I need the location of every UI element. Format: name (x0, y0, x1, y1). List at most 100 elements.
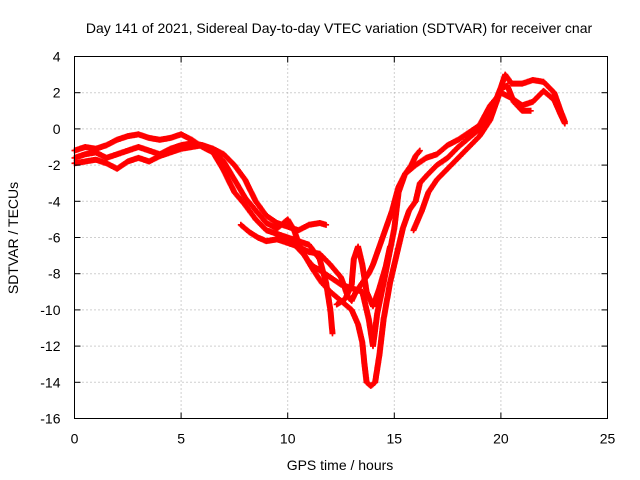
data-point (416, 147, 423, 154)
x-tick-label: 20 (493, 431, 509, 447)
data-point-run (380, 280, 393, 322)
y-tick-label: 2 (53, 85, 61, 101)
data-point-run (220, 167, 237, 195)
y-tick-label: -4 (48, 193, 61, 209)
data-layer (71, 71, 568, 389)
data-point-run (444, 144, 461, 161)
data-point-run (372, 353, 383, 386)
data-point-run (510, 98, 525, 113)
y-tick-label: -8 (48, 266, 61, 282)
data-point (323, 221, 330, 228)
data-point-run (376, 264, 389, 292)
y-tick-label: 0 (53, 121, 61, 137)
data-point-run (444, 137, 461, 149)
data-point-run (412, 155, 429, 169)
data-point-run (301, 252, 316, 273)
x-tick-label: 5 (177, 431, 185, 447)
data-point-run (465, 134, 482, 150)
data-point-run (540, 87, 557, 103)
data-point-run (103, 160, 120, 172)
data-point-run (433, 142, 450, 158)
series-track-4 (237, 147, 423, 304)
data-point-run (178, 131, 194, 143)
data-point-run (370, 311, 381, 350)
data-point-run (433, 155, 450, 169)
data-point-run (92, 149, 109, 161)
data-point-run (318, 279, 333, 294)
data-point (527, 107, 534, 114)
data-point-run (465, 126, 482, 141)
data-point-run (540, 78, 557, 95)
data-point-run (210, 145, 226, 157)
data-point-run (393, 226, 406, 259)
data-point-run (504, 82, 517, 104)
data-point-run (433, 166, 450, 183)
data-point-run (252, 198, 269, 218)
data-point-run (327, 274, 343, 287)
data-point-run (359, 288, 372, 321)
data-point-run (423, 162, 440, 179)
data-point-run (529, 88, 546, 105)
x-tick-label: 25 (600, 431, 616, 447)
data-point-run (444, 155, 461, 172)
data-point-run (355, 321, 366, 345)
data-point-run (103, 137, 120, 149)
data-point-run (455, 144, 472, 161)
data-point-run (327, 261, 344, 280)
data-point-run (382, 208, 395, 232)
data-point-run (316, 250, 333, 267)
data-point-run (295, 222, 311, 234)
data-point-run (242, 201, 258, 222)
x-tick-label: 10 (280, 431, 296, 447)
data-point-run (359, 261, 370, 294)
data-point-run (327, 288, 344, 304)
y-tick-label: -14 (40, 374, 60, 390)
y-tick-label: -2 (48, 157, 61, 173)
data-point-run (348, 306, 361, 327)
data-point-run (402, 163, 414, 178)
data-point-run (146, 153, 162, 165)
y-tick-label: -12 (40, 338, 60, 354)
data-point-run (502, 71, 514, 86)
data-point-run (327, 306, 336, 336)
data-point-run (252, 207, 269, 226)
y-axis-label: SDTVAR / TECUs (5, 182, 21, 294)
series-track-5 (293, 71, 568, 389)
series-track-6 (333, 243, 394, 310)
data-point (329, 330, 336, 337)
data-point-run (231, 189, 248, 207)
data-point-run (220, 151, 237, 168)
series-track-2 (71, 87, 568, 350)
x-tick-label: 15 (387, 431, 403, 447)
data-point-run (310, 267, 325, 285)
data-point-run (348, 257, 357, 288)
data-point-run (293, 243, 307, 258)
data-point-run (231, 176, 248, 200)
data-point-run (455, 135, 471, 150)
data-point-run (399, 208, 412, 232)
series-track-7 (410, 82, 534, 234)
data-point-run (476, 117, 493, 140)
y-tick-label: -6 (48, 230, 61, 246)
data-point-run (242, 194, 258, 213)
data-point-run (387, 253, 400, 286)
chart-title: Day 141 of 2021, Sidereal Day-to-day VTE… (86, 20, 593, 36)
data-point-run (410, 208, 425, 234)
data-point-run (376, 317, 387, 359)
axes-layer: 0 5 10 15 20 25 -16 -14 -12 -10 -8 -6 -4 -2 0 2 4 (40, 49, 615, 447)
y-tick-label: 4 (53, 49, 61, 65)
data-point-run (395, 172, 408, 190)
data-point-run (263, 212, 280, 226)
data-point (387, 243, 394, 250)
data-point-run (220, 158, 237, 182)
data-point-run (389, 184, 402, 214)
y-tick-label: -10 (40, 302, 60, 318)
series-track-3 (71, 142, 330, 234)
data-point-run (237, 221, 252, 235)
data-point-run (425, 177, 440, 196)
data-point-run (359, 339, 368, 367)
x-axis-label: GPS time / hours (287, 457, 394, 473)
data-point-run (465, 122, 482, 136)
data-point-run (316, 267, 333, 280)
